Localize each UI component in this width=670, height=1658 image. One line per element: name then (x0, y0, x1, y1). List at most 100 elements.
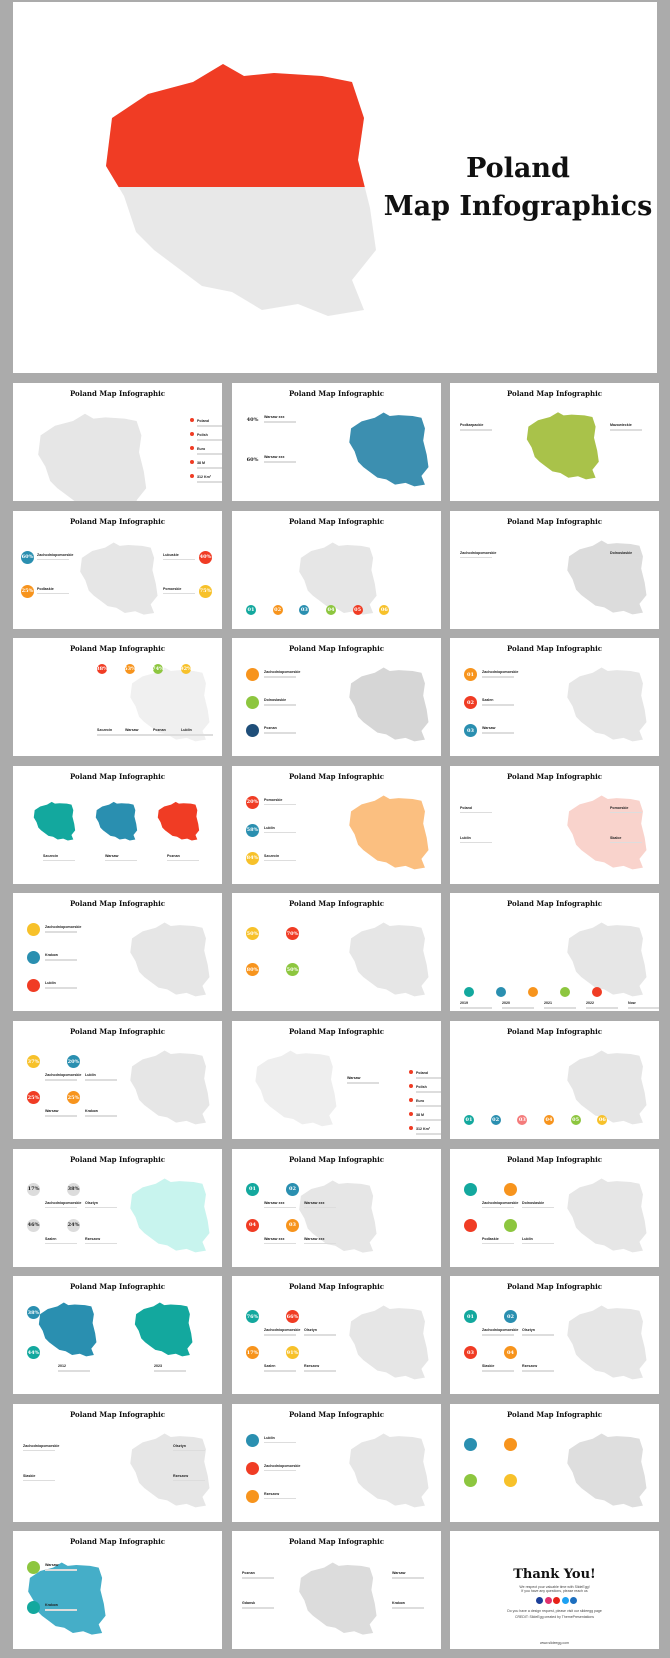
value-badge: 91% (286, 1346, 299, 1360)
placeholder-text-line (264, 732, 296, 734)
slide-thumbnail[interactable]: Poland Map Infographic Lublin Zachodniopom… (232, 1403, 441, 1522)
slide-label: 2020 (502, 1001, 510, 1006)
value-badge (27, 1601, 40, 1615)
instagram-icon[interactable] (544, 1597, 552, 1605)
value-badge (27, 923, 40, 937)
placeholder-text-line (37, 558, 69, 561)
slide-label: Szalen (45, 1236, 57, 1241)
youtube-icon[interactable] (553, 1597, 560, 1605)
value-badge: 04 (544, 1115, 554, 1125)
value-badge: 01 (464, 668, 477, 682)
slide-thumbnail[interactable]: Poland Map Infographic 40% 60% Warsaw xxx Wa… (232, 383, 441, 501)
placeholder-text-line (264, 1469, 296, 1472)
slide-thumbnail[interactable]: Poland Map Infographic Poland Pomorskie Lub… (450, 765, 659, 884)
title-slide[interactable]: Poland Map Infographics (13, 2, 657, 373)
slide-thumbnail[interactable]: Poland Map Infographic 01 02 04 03 Warsaw xxx… (232, 1148, 441, 1267)
placeholder-text-line (416, 1119, 441, 1121)
slide-thumbnail[interactable]: Poland Map Infographic 01 02 03 04 05 06 (450, 1021, 659, 1139)
value-badge (504, 1473, 517, 1487)
placeholder-text-line (460, 841, 492, 844)
poland-map (567, 667, 647, 742)
placeholder-text-line (45, 1609, 77, 1611)
slide-label: Warsaw (392, 1571, 406, 1576)
facebook-icon[interactable] (536, 1597, 543, 1605)
slide-label: Warsaw (347, 1076, 361, 1080)
thank-you-text: www.slideegg.com (540, 1641, 569, 1646)
poland-map (349, 795, 429, 870)
value-badge: 25% (67, 1091, 80, 1104)
slide-thumbnail[interactable]: Poland Map Infographic 38% 44% 2012 2023 (13, 1276, 222, 1395)
slide-thumbnail[interactable]: Poland Map Infographic Zachodniopomorskie… (13, 1403, 222, 1522)
slide-thumbnail[interactable]: Poland Map Infographic 60% 40% 25% 75% Zachod… (13, 510, 222, 629)
slide-thumbnail[interactable]: Poland Map Infographic 38% 53% 74% 92% Szczec… (13, 638, 222, 757)
placeholder-text-line (264, 859, 296, 862)
slide-label: Warsaw xxx (264, 1236, 285, 1241)
poland-map (299, 542, 377, 615)
value-badge (504, 1218, 517, 1232)
slide-label: Szczecin (43, 853, 59, 858)
slide-thumbnail[interactable]: Poland Map Infographic 01 02 03 Zachodniopom… (450, 638, 659, 757)
slide-thumbnail[interactable]: Poland Map Infographic 20% 58% 84% Pomorskie… (232, 765, 441, 884)
placeholder-text-line (45, 1079, 77, 1081)
placeholder-text-line (264, 461, 296, 463)
placeholder-text-line (610, 841, 642, 844)
slide-title: Poland Map Infographic (69, 1282, 166, 1292)
slide-title: Poland Map Infographic (506, 1409, 603, 1419)
slide-thumbnail[interactable]: Poland Map Infographic 01 02 03 04 05 06 (232, 510, 441, 629)
slide-thumbnail[interactable]: Poland Map Infographic Warsaw Krakow (13, 1531, 222, 1650)
value-badge (528, 987, 538, 998)
slide-thumbnail[interactable]: Poland Map Infographic Podkarpackie Mazowi… (450, 383, 659, 501)
placeholder-text-line (167, 859, 199, 862)
linkedin-icon[interactable] (570, 1597, 577, 1605)
placeholder-text-line (181, 734, 213, 736)
placeholder-text-line (173, 1449, 205, 1452)
slide-label: Warsaw xxx (264, 1200, 285, 1205)
slide-label: Skalce (610, 835, 622, 840)
slide-thumbnail[interactable]: Poland Map Infographic Zachodniopomorskie… (450, 1148, 659, 1267)
placeholder-text-line (85, 1079, 117, 1081)
slide-thumbnail[interactable]: Poland Map Infographic 50% 70% 80% 50% (232, 893, 441, 1012)
twitter-icon[interactable] (561, 1597, 569, 1605)
slide-label: Rzeszow (173, 1473, 189, 1478)
slide-thumbnail[interactable]: Poland Map Infographic Zachodniopomorskie… (450, 510, 659, 629)
placeholder-text-line (264, 803, 296, 806)
slide-title: Poland Map Infographic (506, 644, 603, 654)
slide-label: Warsaw xxx (304, 1200, 325, 1205)
slide-thumbnail[interactable]: Poland Map Infographic Szczecin Warsaw Pozn… (13, 765, 222, 884)
placeholder-text-line (482, 1334, 514, 1336)
placeholder-text-line (264, 1334, 296, 1336)
slide-label: Dolnoslaskie (522, 1200, 545, 1205)
pin-icon (190, 474, 194, 478)
slide-thumbnail[interactable]: Poland Map Infographic Poznan Warsaw Gdansk… (232, 1531, 441, 1650)
placeholder-text-line (522, 1242, 554, 1245)
slide-thumbnail[interactable]: Poland Map Infographic Warsaw Poland Polish… (232, 1021, 441, 1139)
slide-thumbnail[interactable]: Poland Map Infographic Poland Polish Euro 38… (13, 383, 222, 501)
slide-label: Slaskie (23, 1473, 36, 1478)
poland-map (130, 1433, 210, 1508)
placeholder-text-line (45, 1569, 77, 1571)
placeholder-text-line (45, 959, 77, 961)
slide-thumbnail[interactable]: Poland Map Infographic 76% 66% 17% 91% Zachod… (232, 1276, 441, 1395)
slide-thumbnail[interactable]: Poland Map Infographic 01 02 03 04 Zachodniop… (450, 1276, 659, 1395)
slide-title: Poland Map Infographic (288, 644, 385, 654)
poland-map (95, 801, 138, 841)
slide-thumbnail[interactable]: Poland Map Infographic 17% 38% 46% 24% Zachod… (13, 1148, 222, 1267)
slide-label: Now (628, 1001, 636, 1006)
slide-thumbnail[interactable]: Poland Map Infographic 37% 20% 25% 25% Zachod… (13, 1021, 222, 1139)
slide-label: Krakow (85, 1109, 98, 1113)
slide-label: 38 M (416, 1113, 424, 1117)
slide-thumbnail[interactable]: Thank You! We respect your valuable time … (450, 1531, 659, 1650)
slide-thumbnail[interactable]: Poland Map Infographic (450, 1403, 659, 1522)
placeholder-text-line (628, 1007, 659, 1009)
slide-label: Warsaw (482, 726, 496, 731)
slide-thumbnail[interactable]: Poland Map Infographic Zachodniopomorskie… (13, 893, 222, 1012)
placeholder-text-line (482, 1370, 514, 1372)
pin-icon (409, 1098, 413, 1102)
placeholder-text-line (264, 1206, 296, 1209)
placeholder-text-line (392, 1607, 424, 1609)
value-badge: 03 (286, 1218, 299, 1232)
slide-label: Warsaw (105, 853, 119, 858)
slide-thumbnail[interactable]: Poland Map Infographic Zachodniopomorskie… (232, 638, 441, 757)
value-badge: 06 (597, 1115, 608, 1125)
slide-thumbnail[interactable]: Poland Map Infographic 2019 2020 2021 2022 No… (450, 893, 659, 1012)
